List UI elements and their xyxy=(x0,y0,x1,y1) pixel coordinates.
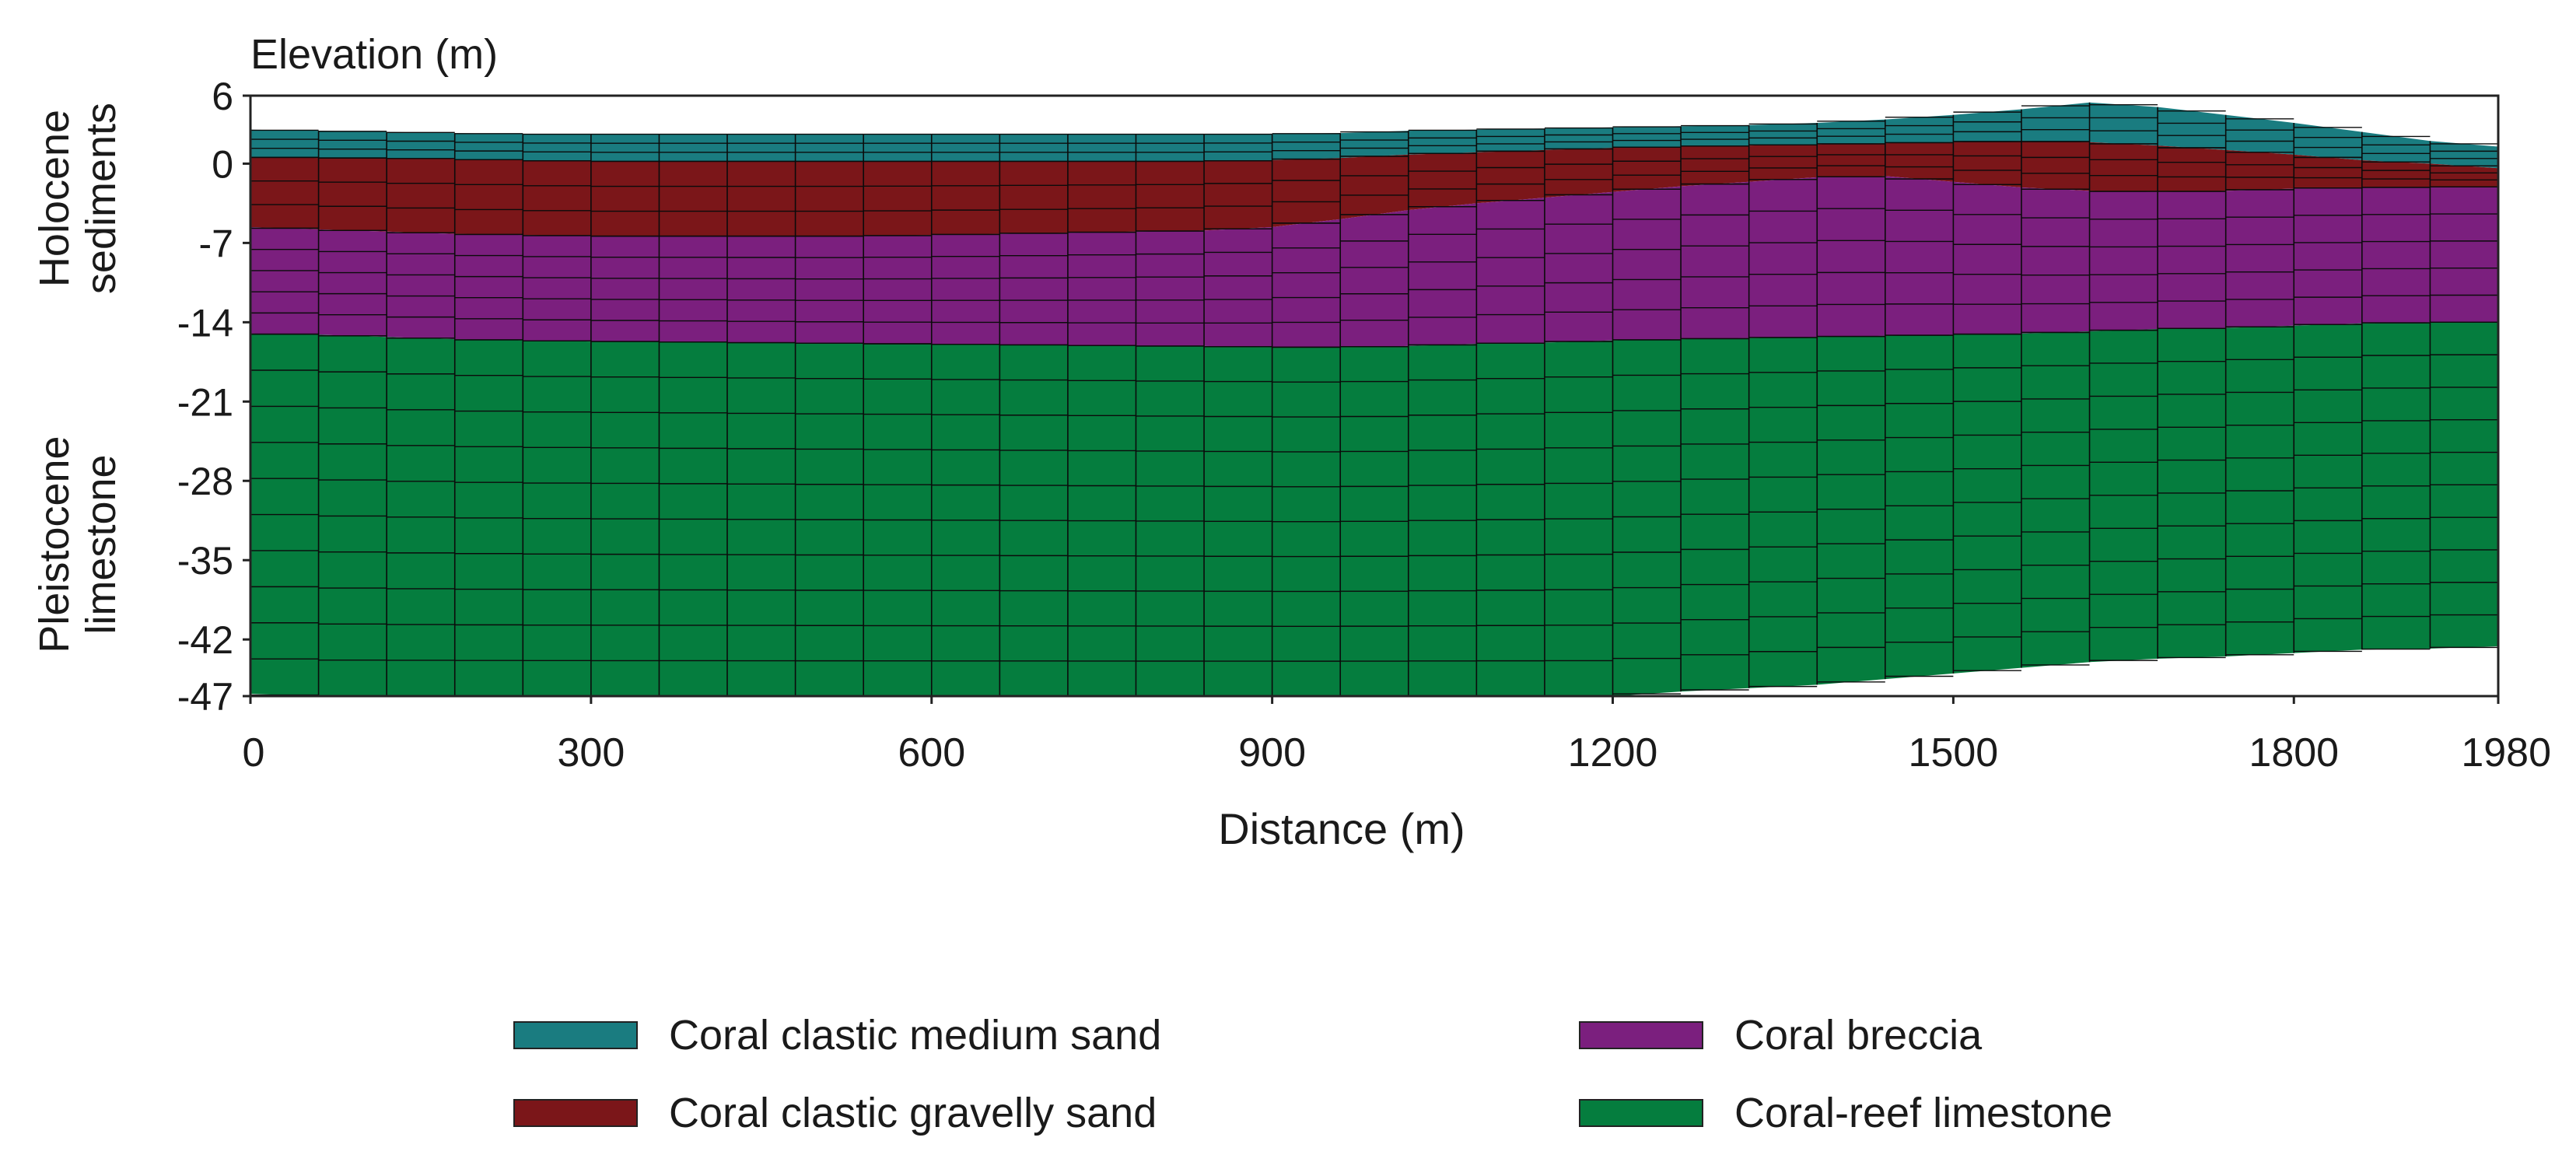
x-axis-ticks: 0 300 600 900 1200 1500 1800 1980 xyxy=(243,696,2551,775)
x-tick-label: 1800 xyxy=(2249,730,2339,775)
layers-group xyxy=(250,102,2498,696)
y-tick-label: 0 xyxy=(212,142,233,186)
y-tick-label: -28 xyxy=(177,460,233,503)
layer-1 xyxy=(250,102,2498,169)
legend-label-gravelly-sand: Coral clastic gravelly sand xyxy=(669,1090,1157,1136)
x-tick-label: 1980 xyxy=(2461,730,2551,775)
group-label-pleistocene-line1: Pleistocene xyxy=(31,436,78,653)
x-tick-label: 600 xyxy=(898,730,965,775)
y-tick-label: -7 xyxy=(199,222,233,265)
group-label-holocene-line2: sediments xyxy=(78,103,124,294)
y-tick-label: -35 xyxy=(177,539,233,583)
group-label-holocene-line1: Holocene xyxy=(31,110,78,287)
legend-label-medium-sand: Coral clastic medium sand xyxy=(669,1012,1162,1059)
legend-label-reef-limestone: Coral-reef limestone xyxy=(1734,1090,2113,1136)
legend: Coral clastic medium sand Coral breccia … xyxy=(513,1011,2302,1151)
y-tick-label: -21 xyxy=(177,380,233,424)
legend-item-reef-limestone: Coral-reef limestone xyxy=(1579,1089,2112,1137)
legend-swatch-gravelly-sand xyxy=(513,1099,638,1127)
legend-item-gravelly-sand: Coral clastic gravelly sand xyxy=(513,1089,1157,1137)
y-tick-label: -42 xyxy=(177,618,233,662)
x-tick-label: 0 xyxy=(243,730,265,775)
y-tick-label: 6 xyxy=(212,75,233,118)
legend-swatch-reef-limestone xyxy=(1579,1099,1703,1127)
legend-item-breccia: Coral breccia xyxy=(1579,1011,1982,1059)
group-label-pleistocene-line2: limestone xyxy=(78,454,124,634)
x-tick-label: 300 xyxy=(557,730,625,775)
legend-swatch-medium-sand xyxy=(513,1021,638,1049)
x-axis-title: Distance (m) xyxy=(1218,804,1465,853)
plot-frame xyxy=(249,94,2500,698)
layer-4 xyxy=(250,322,2498,696)
y-axis-title: Elevation (m) xyxy=(250,31,498,78)
legend-label-breccia: Coral breccia xyxy=(1734,1012,1983,1059)
y-axis-ticks: 6 0 -7 -14 -21 -28 -35 -42 -47 xyxy=(177,75,250,719)
layer-2 xyxy=(250,141,2498,236)
x-tick-label: 1200 xyxy=(1568,730,1658,775)
legend-item-medium-sand: Coral clastic medium sand xyxy=(513,1011,1161,1059)
x-tick-label: 900 xyxy=(1238,730,1306,775)
x-tick-label: 1500 xyxy=(1909,730,1999,775)
y-tick-label: -47 xyxy=(177,675,233,719)
y-tick-label: -14 xyxy=(177,301,233,345)
group-label-pleistocene: Pleistocene limestone xyxy=(31,436,124,653)
legend-swatch-breccia xyxy=(1579,1021,1703,1049)
group-label-holocene: Holocene sediments xyxy=(31,103,124,294)
